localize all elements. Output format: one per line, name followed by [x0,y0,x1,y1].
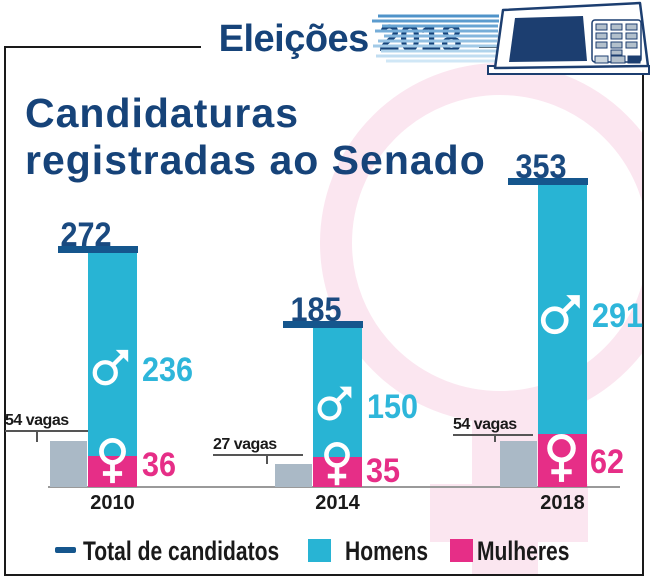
women-legend-swatch [450,539,473,562]
men-value: 236 [142,351,194,389]
page-title: Candidaturas registradas ao Senado [25,90,486,184]
year-label: 2010 [90,492,135,514]
urna-screen [509,16,587,62]
women-value: 35 [366,452,401,490]
vacancies-callout-step [36,430,38,442]
female-icon [324,442,350,486]
legend-total-label: Total de candidatos [83,536,280,566]
vacancies-callout-line [5,430,115,432]
men-value: 291 [592,297,644,335]
women-value: 62 [590,443,625,481]
men-bar [313,328,362,457]
vacancies-callout-line [453,434,533,436]
legend-women-label: Mulheres [477,536,570,566]
men-legend-swatch [308,539,331,562]
male-icon [317,386,352,421]
urna-function-keys [594,55,641,64]
page-title-line2: registradas ao Senado [25,137,486,183]
female-watermark-icon [6,48,644,576]
x-axis-line [48,486,620,488]
year-label: 2014 [315,492,360,514]
women-value: 36 [142,446,177,484]
female-icon [547,434,576,482]
urna-number-keys [595,23,638,56]
vacancies-bar [50,441,87,487]
vacancies-bar [500,441,537,487]
vacancies-callout-line [213,454,303,456]
page-title-line1: Candidaturas [25,90,299,136]
men-value: 150 [367,388,419,426]
vacancies-bar [275,464,312,487]
year-label: 2018 [540,492,585,514]
total-legend-dash-icon [55,547,76,553]
vacancies-callout-step [266,454,268,464]
vacancies-label: 54 vagas [5,412,69,429]
men-bar [88,253,137,456]
voting-machine-icon [372,1,650,75]
vacancies-callout-step [494,434,496,442]
total-cap-bar [58,246,138,253]
vacancies-label: 54 vagas [453,416,517,433]
watermark-crossbar [430,484,588,542]
vacancies-label: 27 vagas [213,436,277,453]
female-icon [99,438,126,484]
male-icon [92,349,129,386]
legend-men-label: Homens [345,536,429,566]
total-cap-bar [508,178,588,185]
total-cap-bar [283,321,363,328]
male-icon [540,295,580,335]
